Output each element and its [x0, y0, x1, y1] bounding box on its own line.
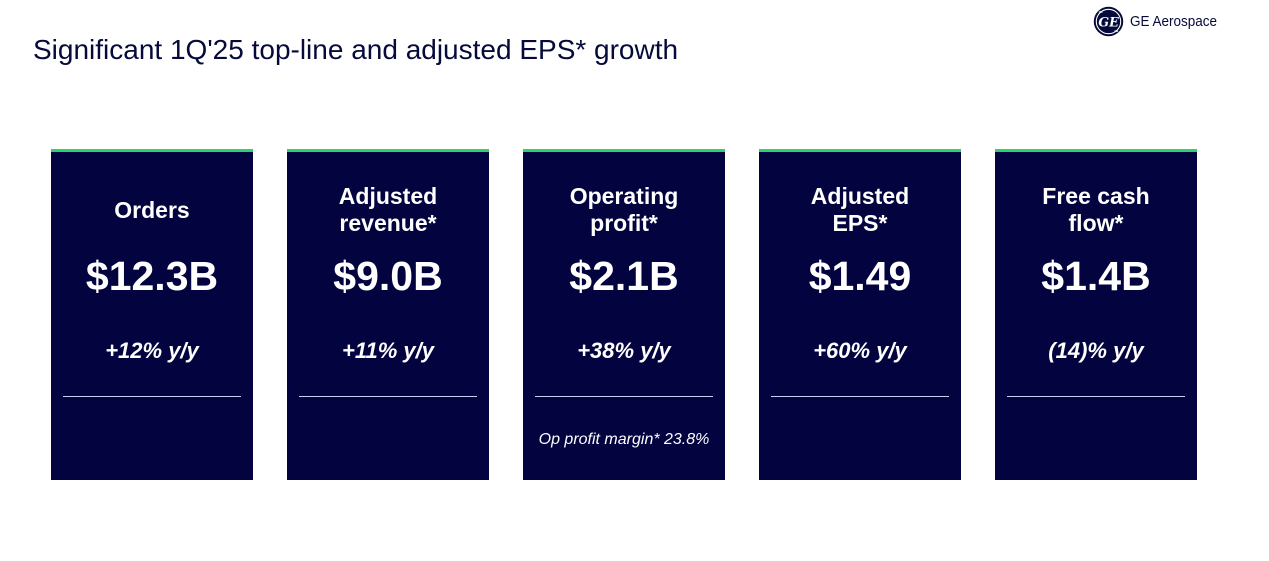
- kpi-card-adjusted-revenue: Adjusted revenue* $9.0B +11% y/y: [287, 149, 489, 480]
- ge-monogram-icon: GE: [1093, 6, 1124, 37]
- kpi-label: Operating profit*: [569, 183, 679, 236]
- kpi-change: +12% y/y: [105, 338, 199, 363]
- kpi-change: +38% y/y: [577, 338, 671, 363]
- kpi-change: +60% y/y: [813, 338, 907, 363]
- kpi-value: $12.3B: [85, 253, 219, 299]
- kpi-divider: [771, 396, 949, 397]
- op-profit-margin-note: Op profit margin* 23.8%: [538, 431, 710, 448]
- kpi-card-operating-profit: Operating profit* $2.1B +38% y/y Op prof…: [523, 149, 725, 480]
- kpi-label: Orders: [114, 196, 190, 223]
- kpi-value: $1.49: [808, 253, 912, 299]
- kpi-divider: [1007, 396, 1185, 397]
- kpi-divider: [63, 396, 241, 397]
- kpi-change: (14)% y/y: [1048, 338, 1144, 363]
- kpi-card-free-cash-flow: Free cash flow* $1.4B (14)% y/y: [995, 149, 1197, 480]
- kpi-card-adjusted-eps: Adjusted EPS* $1.49 +60% y/y: [759, 149, 961, 480]
- kpi-label: Adjusted revenue*: [338, 183, 438, 236]
- kpi-divider: [299, 396, 477, 397]
- kpi-label: Adjusted EPS*: [810, 183, 910, 236]
- kpi-divider: [535, 396, 713, 397]
- ge-monogram-text: GE: [1098, 14, 1119, 29]
- brand-name: GE Aerospace: [1130, 13, 1218, 30]
- slide-title: Significant 1Q'25 top-line and adjusted …: [33, 34, 679, 65]
- kpi-value: $2.1B: [569, 253, 679, 299]
- kpi-change: +11% y/y: [342, 338, 434, 363]
- brand-header: GE GE Aerospace: [1093, 6, 1227, 37]
- kpi-card-orders: Orders $12.3B +12% y/y: [51, 149, 253, 480]
- kpi-value: $1.4B: [1041, 253, 1151, 299]
- kpi-value: $9.0B: [333, 253, 443, 299]
- kpi-label: Free cash flow*: [1042, 183, 1150, 236]
